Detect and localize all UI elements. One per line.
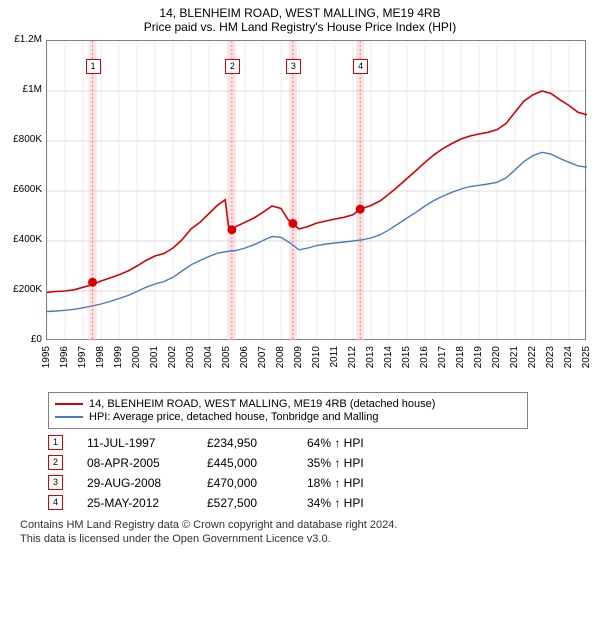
x-tick-label: 2015 — [401, 346, 412, 368]
x-tick-label: 2012 — [347, 346, 358, 368]
x-tick-label: 1998 — [95, 346, 106, 368]
transaction-price: £470,000 — [207, 476, 307, 490]
x-tick-label: 2002 — [167, 346, 178, 368]
transaction-pct: 35% ↑ HPI — [307, 456, 407, 470]
legend-swatch — [55, 403, 83, 405]
x-tick-label: 1995 — [41, 346, 52, 368]
y-tick-label: £0 — [10, 334, 42, 345]
x-tick-label: 2024 — [563, 346, 574, 368]
transaction-price: £527,500 — [207, 496, 307, 510]
legend-swatch — [55, 416, 83, 418]
x-tick-label: 2023 — [545, 346, 556, 368]
x-tick-label: 2017 — [437, 346, 448, 368]
y-tick-label: £400K — [10, 234, 42, 245]
x-tick-label: 2004 — [203, 346, 214, 368]
transaction-pct: 34% ↑ HPI — [307, 496, 407, 510]
y-tick-label: £1M — [10, 84, 42, 95]
chart-subtitle: Price paid vs. HM Land Registry's House … — [10, 20, 590, 34]
chart-container: 14, BLENHEIM ROAD, WEST MALLING, ME19 4R… — [0, 0, 600, 620]
transaction-price: £234,950 — [207, 436, 307, 450]
transaction-row: 2 08-APR-2005£445,00035% ↑ HPI — [48, 455, 590, 470]
transaction-row: 3 29-AUG-2008£470,00018% ↑ HPI — [48, 475, 590, 490]
legend-box: 14, BLENHEIM ROAD, WEST MALLING, ME19 4R… — [48, 392, 528, 429]
annotation-marker: 1 — [86, 59, 101, 74]
chart-title: 14, BLENHEIM ROAD, WEST MALLING, ME19 4R… — [10, 6, 590, 20]
transaction-date: 29-AUG-2008 — [87, 476, 207, 490]
transactions-table: 1 11-JUL-1997£234,95064% ↑ HPI 2 08-APR-200… — [48, 435, 590, 510]
x-tick-label: 2010 — [311, 346, 322, 368]
chart-svg — [47, 41, 587, 341]
x-tick-label: 2001 — [149, 346, 160, 368]
transaction-pct: 18% ↑ HPI — [307, 476, 407, 490]
footer-note: Contains HM Land Registry data © Crown c… — [20, 518, 590, 547]
footer-line-1: Contains HM Land Registry data © Crown c… — [20, 518, 590, 532]
x-tick-label: 2019 — [473, 346, 484, 368]
title-block: 14, BLENHEIM ROAD, WEST MALLING, ME19 4R… — [10, 6, 590, 34]
x-tick-label: 2013 — [365, 346, 376, 368]
y-tick-label: £200K — [10, 284, 42, 295]
x-tick-label: 2007 — [257, 346, 268, 368]
legend-row: 14, BLENHEIM ROAD, WEST MALLING, ME19 4R… — [55, 398, 521, 410]
transaction-date: 25-MAY-2012 — [87, 496, 207, 510]
transaction-row: 4 25-MAY-2012£527,50034% ↑ HPI — [48, 495, 590, 510]
legend-label: 14, BLENHEIM ROAD, WEST MALLING, ME19 4R… — [89, 398, 435, 410]
x-tick-label: 1999 — [113, 346, 124, 368]
x-tick-label: 2008 — [275, 346, 286, 368]
x-tick-label: 2006 — [239, 346, 250, 368]
transaction-price: £445,000 — [207, 456, 307, 470]
x-tick-label: 2025 — [581, 346, 592, 368]
y-tick-label: £600K — [10, 184, 42, 195]
x-tick-label: 1997 — [77, 346, 88, 368]
transaction-marker: 3 — [48, 475, 63, 490]
x-tick-label: 2003 — [185, 346, 196, 368]
transaction-marker: 1 — [48, 435, 63, 450]
annotation-marker: 4 — [353, 59, 368, 74]
transaction-marker: 4 — [48, 495, 63, 510]
transaction-marker: 2 — [48, 455, 63, 470]
chart-wrap: £0£200K£400K£600K£800K£1M£1.2M 1234 1995… — [46, 40, 590, 340]
x-tick-label: 2016 — [419, 346, 430, 368]
annotation-marker: 2 — [225, 59, 240, 74]
x-tick-label: 2000 — [131, 346, 142, 368]
footer-line-2: This data is licensed under the Open Gov… — [20, 532, 590, 546]
x-tick-label: 2014 — [383, 346, 394, 368]
transaction-pct: 64% ↑ HPI — [307, 436, 407, 450]
y-tick-label: £1.2M — [10, 34, 42, 45]
annotation-marker: 3 — [286, 59, 301, 74]
legend-row: HPI: Average price, detached house, Tonb… — [55, 411, 521, 423]
x-tick-label: 2005 — [221, 346, 232, 368]
transaction-row: 1 11-JUL-1997£234,95064% ↑ HPI — [48, 435, 590, 450]
x-tick-label: 2018 — [455, 346, 466, 368]
transaction-date: 11-JUL-1997 — [87, 436, 207, 450]
x-axis-labels: 1995199619971998199920002001200220032004… — [46, 342, 590, 382]
x-tick-label: 2009 — [293, 346, 304, 368]
x-tick-label: 1996 — [59, 346, 70, 368]
transaction-date: 08-APR-2005 — [87, 456, 207, 470]
x-tick-label: 2020 — [491, 346, 502, 368]
x-tick-label: 2011 — [329, 346, 340, 368]
x-tick-label: 2022 — [527, 346, 538, 368]
chart-plot-area: 1 2 3 4 — [46, 40, 586, 340]
legend-label: HPI: Average price, detached house, Tonb… — [89, 411, 378, 423]
y-tick-label: £800K — [10, 134, 42, 145]
x-tick-label: 2021 — [509, 346, 520, 368]
